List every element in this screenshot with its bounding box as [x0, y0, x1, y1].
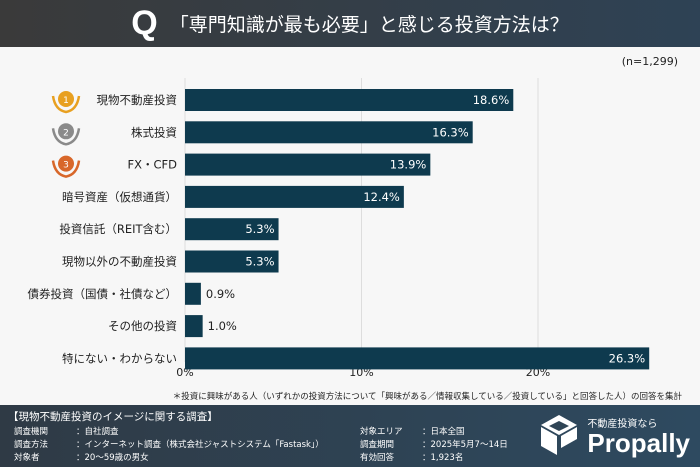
category-label: FX・CFD — [128, 158, 178, 172]
footer-value: ：20〜59歳の男女 — [76, 453, 149, 463]
rank-medal-icon — [58, 155, 74, 172]
value-label: 5.3% — [245, 255, 274, 269]
sample-size: (n=1,299) — [621, 55, 678, 68]
brand-tagline: 不動産投資なら — [587, 418, 658, 430]
bar — [185, 315, 203, 338]
value-label: 18.6% — [473, 93, 510, 107]
survey-title: 【現物不動産投資のイメージに関する調査】 — [8, 411, 218, 423]
bar — [185, 185, 404, 208]
footer-value: ：2025年5月7〜14日 — [422, 440, 508, 450]
category-label: 現物不動産投資 — [97, 93, 178, 107]
category-label: 投資信託（REIT含む） — [59, 222, 177, 236]
footer-key: 対象エリア — [360, 427, 403, 437]
category-label: 債券投資（国債・社債など） — [28, 287, 178, 301]
footer-key: 調査機関 — [14, 427, 49, 437]
bar — [185, 347, 650, 370]
logo-cube-icon — [541, 415, 578, 455]
rank-number: 3 — [63, 161, 69, 171]
value-label: 16.3% — [432, 125, 469, 139]
category-label: 特にない・わからない — [62, 351, 177, 365]
footer-row: 有効回答 ：1,923名 — [360, 451, 463, 463]
laurel-icon — [51, 160, 81, 178]
footer-row: 調査方法 ：インターネット調査（株式会社ジャストシステム「Fastask」） — [14, 438, 324, 450]
footer-key: 調査期間 — [360, 440, 395, 450]
value-label: 1.0% — [208, 319, 237, 333]
footer-value: ：自社調査 — [76, 427, 119, 437]
rank-medal-icon — [58, 123, 74, 140]
bar — [185, 218, 279, 241]
bar — [185, 153, 431, 176]
laurel-icon — [51, 95, 81, 114]
value-label: 5.3% — [245, 222, 274, 236]
category-label: 暗号資産（仮想通貨） — [62, 190, 177, 204]
value-label: 13.9% — [390, 158, 427, 172]
q-mark: Q — [131, 4, 158, 42]
footer-key: 対象者 — [14, 453, 40, 463]
bar — [185, 250, 279, 273]
page-title: 「専門知識が最も必要」と感じる投資方法は？ — [169, 14, 569, 36]
footnote: ＊投資に興味がある人（いずれかの投資方法について「興味がある／情報収集している／… — [172, 392, 682, 402]
footer-row: 対象エリア ：日本全国 — [360, 425, 465, 437]
footer-key: 調査方法 — [14, 440, 49, 450]
category-label: その他の投資 — [108, 319, 177, 333]
footer-value: ：インターネット調査（株式会社ジャストシステム「Fastask」） — [76, 440, 324, 450]
bar — [185, 121, 473, 144]
rank-medal-icon — [58, 91, 74, 107]
propally-logo: 不動産投資なら Propally — [539, 413, 690, 457]
laurel-icon — [51, 128, 81, 146]
category-label: 株式投資 — [131, 125, 177, 139]
footer: 【現物不動産投資のイメージに関する調査】 調査機関 ：自社調査 調査方法 ：インター… — [0, 405, 700, 467]
footer-value: ：1,923名 — [422, 453, 464, 463]
value-label: 12.4% — [363, 190, 400, 204]
footer-row: 対象者 ：20〜59歳の男女 — [14, 451, 149, 463]
brand-name: Propally — [587, 427, 690, 458]
footer-row: 調査期間 ：2025年5月7〜14日 — [360, 438, 508, 450]
footer-row: 調査機関 ：自社調査 — [14, 425, 119, 437]
bar — [185, 282, 201, 305]
bar — [185, 89, 514, 111]
value-label: 0.9% — [206, 287, 235, 301]
footer-value: ：日本全国 — [422, 427, 465, 437]
header: Q 「専門知識が最も必要」と感じる投資方法は？ — [0, 0, 700, 47]
value-label: 26.3% — [609, 351, 646, 365]
footer-key: 有効回答 — [360, 453, 395, 463]
rank-number: 1 — [63, 96, 69, 106]
category-label: 現物以外の不動産投資 — [62, 255, 177, 269]
rank-number: 2 — [63, 128, 69, 138]
